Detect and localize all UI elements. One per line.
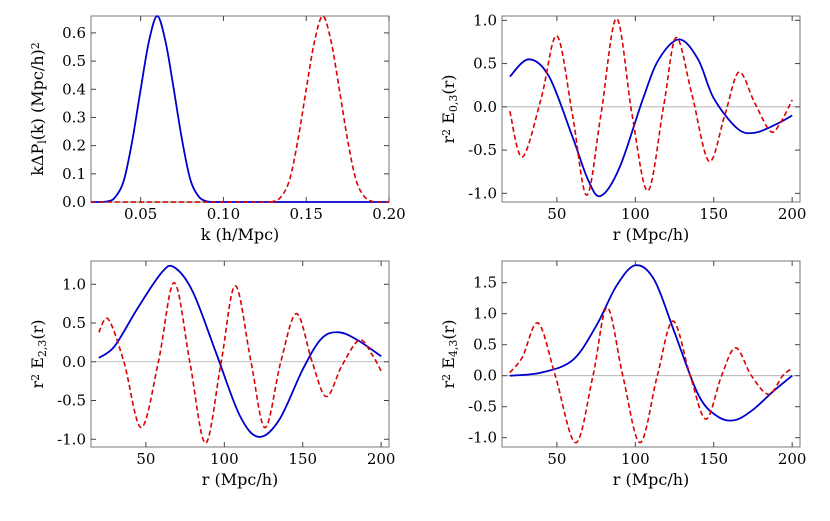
series-solid-line xyxy=(509,264,793,422)
x-tick-label: 150 xyxy=(288,450,317,468)
series-dashed-line xyxy=(98,281,382,444)
x-tick-label: 100 xyxy=(210,450,239,468)
y-axis-label: kΔPl(k) (Mpc/h)2 xyxy=(28,42,49,176)
series-dashed-line xyxy=(90,15,390,203)
y-tick-label: 0.0 xyxy=(473,367,497,385)
x-tick-label: 0.05 xyxy=(124,205,157,223)
x-tick-label: 150 xyxy=(699,450,728,468)
x-tick-label: 200 xyxy=(778,205,807,223)
x-axis-label: r (Mpc/h) xyxy=(613,225,690,244)
y-axis-label: r2 E0,3(r) xyxy=(439,74,460,143)
y-tick-label: -0.5 xyxy=(468,398,497,416)
x-tick-label: 50 xyxy=(136,450,155,468)
x-tick-label: 100 xyxy=(621,205,650,223)
y-tick-label: -1.0 xyxy=(468,184,497,202)
chart-top-right: 50 100 150 200 -1.0 -0.5 0.0 0.5 1.0 r (Mpc/h) r2 … xyxy=(439,11,806,244)
y-tick-label: -1.0 xyxy=(468,429,497,447)
series-dashed-line xyxy=(509,17,793,196)
y-tick-label: -1.0 xyxy=(57,430,86,448)
chart-bottom-right: 50 100 150 200 -1.0 -0.5 0.0 0.5 1.0 1.5 r (Mpc/h)… xyxy=(439,260,807,489)
y-tick-label: 0.5 xyxy=(473,55,497,73)
y-tick-label: -0.5 xyxy=(57,392,86,410)
x-tick-label: 0.10 xyxy=(207,205,240,223)
x-axis-label: k (h/Mpc) xyxy=(201,225,280,244)
chart-top-left: 0.05 0.10 0.15 0.20 0.0 0.1 0.2 0.3 0.4 0.5 0.6 k (… xyxy=(28,15,406,244)
y-tick-label: 0.5 xyxy=(62,52,86,70)
y-tick-label: 1.0 xyxy=(473,305,497,323)
y-tick-label: 0.6 xyxy=(62,24,86,42)
chart-bottom-left: 50 100 150 200 -1.0 -0.5 0.0 0.5 1.0 r (Mpc/h) r2 … xyxy=(28,260,396,489)
y-tick-label: 0.4 xyxy=(62,80,86,98)
plot-frame xyxy=(90,15,390,203)
y-tick-label: 0.1 xyxy=(62,165,86,183)
series-solid-line xyxy=(509,38,793,198)
series-solid-line xyxy=(90,15,389,203)
y-tick-label: 1.5 xyxy=(473,274,497,292)
y-axis-label: r2 E4,3(r) xyxy=(439,319,460,388)
x-tick-label: 200 xyxy=(778,450,807,468)
y-tick-label: 1.0 xyxy=(62,275,86,293)
series-solid-line xyxy=(98,264,382,438)
x-tick-label: 100 xyxy=(621,450,650,468)
x-tick-label: 150 xyxy=(699,205,728,223)
x-tick-label: 50 xyxy=(547,450,566,468)
y-tick-label: 0.5 xyxy=(62,314,86,332)
plot-frame xyxy=(90,260,390,448)
y-tick-label: 0.0 xyxy=(473,98,497,116)
y-tick-label: 0.0 xyxy=(62,353,86,371)
x-tick-label: 0.15 xyxy=(290,205,323,223)
series-dashed-line xyxy=(509,306,793,444)
y-tick-label: 0.0 xyxy=(62,193,86,211)
y-tick-label: 1.0 xyxy=(473,11,497,29)
plot-frame xyxy=(501,260,801,448)
x-tick-label: 200 xyxy=(367,450,396,468)
x-axis-label: r (Mpc/h) xyxy=(202,470,279,489)
x-axis-label: r (Mpc/h) xyxy=(613,470,690,489)
x-tick-label: 0.20 xyxy=(372,205,405,223)
y-tick-label: 0.2 xyxy=(62,137,86,155)
y-tick-label: 0.3 xyxy=(62,108,86,126)
plot-frame xyxy=(501,15,801,203)
y-tick-label: 0.5 xyxy=(473,336,497,354)
x-tick-label: 50 xyxy=(547,205,566,223)
y-axis-label: r2 E2,3(r) xyxy=(28,319,49,388)
y-tick-label: -0.5 xyxy=(468,141,497,159)
